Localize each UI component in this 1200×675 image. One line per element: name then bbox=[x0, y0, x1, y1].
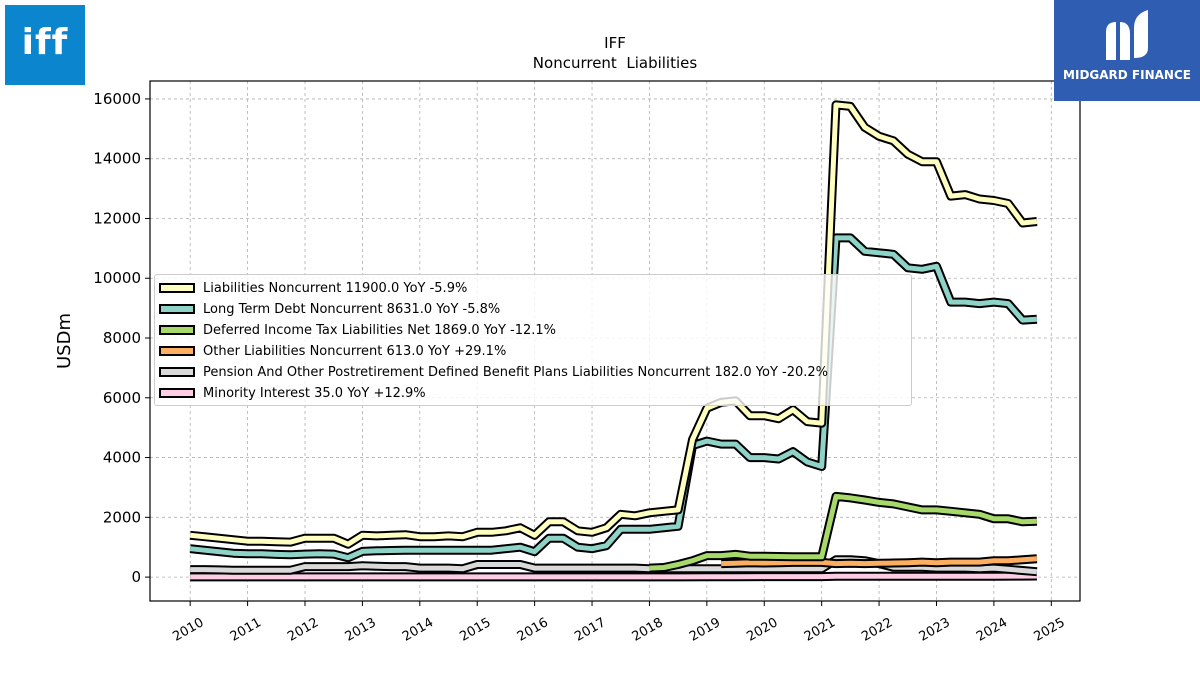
y-tick-label: 10000 bbox=[93, 269, 141, 287]
y-axis-label: USDm bbox=[54, 313, 75, 369]
series-lines bbox=[189, 100, 1038, 582]
y-tick-label: 6000 bbox=[103, 389, 141, 407]
legend-swatch bbox=[159, 367, 195, 377]
chart-title: IFF bbox=[604, 34, 626, 52]
x-tick-label: 2022 bbox=[859, 615, 895, 645]
legend-swatch bbox=[159, 388, 195, 398]
x-tick-label: 2024 bbox=[974, 615, 1010, 645]
midgard-finance-text: MIDGARD FINANCE bbox=[1063, 68, 1191, 82]
legend: Liabilities Noncurrent 11900.0 YoY -5.9%… bbox=[154, 274, 912, 406]
x-tick-label: 2014 bbox=[400, 615, 436, 645]
legend-label: Deferred Income Tax Liabilities Net 1869… bbox=[203, 322, 557, 338]
y-tick-label: 16000 bbox=[93, 90, 141, 108]
series-line bbox=[189, 102, 1038, 547]
midgard-finance-logo: MIDGARD FINANCE bbox=[1054, 0, 1200, 101]
legend-item: Minority Interest 35.0 YoY +12.9% bbox=[159, 385, 426, 401]
x-tick-label: 2016 bbox=[515, 615, 551, 645]
y-tick-label: 0 bbox=[131, 568, 141, 586]
x-tick-label: 2020 bbox=[744, 615, 780, 645]
x-tick-label: 2023 bbox=[917, 615, 953, 645]
legend-item: Pension And Other Postretirement Defined… bbox=[159, 364, 828, 380]
legend-label: Other Liabilities Noncurrent 613.0 YoY +… bbox=[203, 343, 507, 359]
legend-swatch bbox=[159, 304, 195, 314]
x-tick-label: 2021 bbox=[802, 615, 838, 645]
series-line bbox=[649, 493, 1038, 571]
plot-frame bbox=[149, 80, 1081, 602]
y-tick-label: 4000 bbox=[103, 449, 141, 467]
series-line bbox=[190, 573, 1037, 580]
x-tick-label: 2013 bbox=[343, 615, 379, 645]
legend-item: Liabilities Noncurrent 11900.0 YoY -5.9% bbox=[159, 280, 467, 296]
x-tick-label: 2025 bbox=[1031, 615, 1067, 645]
y-tick-label: 2000 bbox=[103, 508, 141, 526]
x-tick-label: 2019 bbox=[687, 615, 723, 645]
x-tick-label: 2018 bbox=[630, 615, 666, 645]
y-tick-label: 8000 bbox=[103, 329, 141, 347]
legend-swatch bbox=[159, 325, 195, 335]
legend-label: Pension And Other Postretirement Defined… bbox=[203, 364, 829, 380]
legend-swatch bbox=[159, 283, 195, 293]
x-tick-label: 2012 bbox=[285, 615, 321, 645]
legend-label: Long Term Debt Noncurrent 8631.0 YoY -5.… bbox=[203, 301, 501, 317]
y-axis: 0 2000 4000 6000 8000 10000 12000 14000 16000 bbox=[93, 90, 150, 586]
x-tick-label: 2011 bbox=[228, 615, 264, 645]
series-line bbox=[721, 556, 1038, 567]
legend-label: Liabilities Noncurrent 11900.0 YoY -5.9% bbox=[203, 280, 468, 296]
legend-item: Long Term Debt Noncurrent 8631.0 YoY -5.… bbox=[159, 301, 500, 317]
chart-subtitle: Noncurrent Liabilities bbox=[533, 54, 698, 72]
series-line bbox=[189, 235, 1038, 561]
x-tick-label: 2015 bbox=[457, 615, 493, 645]
x-axis: 2010 2011 2012 2013 2014 2015 2016 2017 2018 2019… bbox=[170, 601, 1068, 645]
iff-logo: iff bbox=[5, 5, 85, 85]
midgard-mark-icon bbox=[1106, 10, 1148, 60]
legend-item: Deferred Income Tax Liabilities Net 1869… bbox=[159, 322, 556, 338]
legend-swatch bbox=[159, 346, 195, 356]
x-tick-label: 2017 bbox=[572, 615, 608, 645]
iff-logo-text: iff bbox=[21, 22, 69, 63]
y-tick-label: 12000 bbox=[93, 209, 141, 227]
legend-item: Other Liabilities Noncurrent 613.0 YoY +… bbox=[159, 343, 506, 359]
x-tick-label: 2010 bbox=[170, 615, 206, 645]
legend-label: Minority Interest 35.0 YoY +12.9% bbox=[203, 385, 426, 401]
y-tick-label: 14000 bbox=[93, 150, 141, 168]
